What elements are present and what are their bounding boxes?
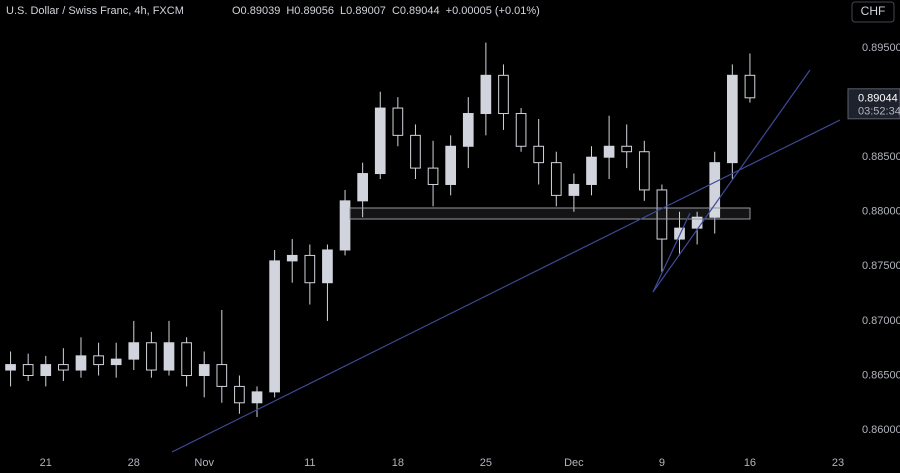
candle-body (586, 156, 597, 185)
candle-body (181, 342, 192, 376)
x-tick-label: 23 (832, 457, 844, 469)
y-tick-label: 0.88500 (862, 151, 900, 163)
quote-value: +0.00005 (+0.01%) (446, 5, 540, 17)
candle-body (480, 74, 492, 115)
candle-body (58, 364, 69, 371)
quote-value: L0.89007 (340, 5, 386, 17)
candle-body (550, 162, 562, 196)
x-tick-label: 16 (744, 457, 756, 469)
candle-body (22, 364, 34, 376)
x-tick-label: Nov (194, 457, 214, 469)
y-tick-label: 0.89500 (862, 42, 900, 54)
chart-title: U.S. Dollar / Swiss Franc, 4h, FXCM (6, 5, 184, 17)
candle-body (286, 254, 298, 262)
candle-body (462, 113, 474, 147)
candle-body (269, 260, 280, 393)
candle-body (709, 162, 721, 218)
quote-value: C0.89044 (392, 5, 440, 17)
candle-body (40, 364, 52, 376)
currency[interactable]: CHF (861, 4, 886, 18)
candle-body (515, 113, 527, 147)
candle-body (322, 249, 333, 284)
trend-line (171, 119, 841, 453)
candle-body (93, 355, 104, 366)
x-tick-label: 9 (659, 457, 665, 469)
price-label: 0.89044 (858, 93, 898, 105)
candle-body (638, 151, 650, 191)
y-tick-label: 0.87500 (862, 260, 900, 272)
candle-body (75, 355, 87, 371)
y-tick-label: 0.86000 (862, 424, 900, 436)
candle-body (392, 107, 404, 136)
trend-line (652, 212, 691, 293)
countdown: 03:52:34 (858, 106, 900, 118)
quote-value: O0.89039 (232, 5, 280, 17)
trend-line (652, 69, 811, 293)
candle-body (445, 145, 457, 185)
x-tick-label: 11 (304, 457, 315, 469)
candle-body (216, 364, 228, 387)
candle-body (656, 189, 668, 240)
candle-body (234, 385, 245, 404)
candle-body (603, 145, 615, 158)
candle-body (726, 74, 738, 164)
candle-body (410, 134, 421, 169)
x-tick-label: 18 (392, 457, 404, 469)
x-tick-label: 21 (40, 457, 52, 469)
candle-body (5, 364, 16, 371)
candle-body (357, 173, 368, 202)
y-tick-label: 0.88000 (862, 206, 900, 218)
y-tick-label: 0.87000 (862, 315, 900, 327)
range-box (349, 207, 751, 220)
candle-body (744, 74, 756, 99)
y-tick-label: 0.86500 (862, 369, 900, 381)
candle-body (674, 227, 685, 240)
candle-body (339, 200, 351, 251)
candle-body (374, 107, 386, 175)
candle-body (568, 183, 580, 196)
candle-body (533, 145, 545, 164)
x-tick-label: 25 (480, 457, 492, 469)
candle-body (146, 342, 157, 371)
plot (5, 42, 756, 417)
candle-body (251, 391, 263, 404)
candle-body (110, 358, 122, 366)
candle-body (198, 364, 210, 376)
candle-body (427, 167, 439, 185)
x-tick-label: Dec (564, 457, 584, 469)
x-tick-label: 28 (128, 457, 140, 469)
price-label-box (847, 88, 900, 120)
quote-value: H0.89056 (286, 5, 334, 17)
currency-button[interactable] (851, 1, 895, 23)
candle-body (498, 74, 509, 115)
candle-body (621, 145, 633, 153)
candle-body (304, 254, 316, 284)
candle-body (128, 342, 140, 360)
candle-body (163, 342, 175, 371)
